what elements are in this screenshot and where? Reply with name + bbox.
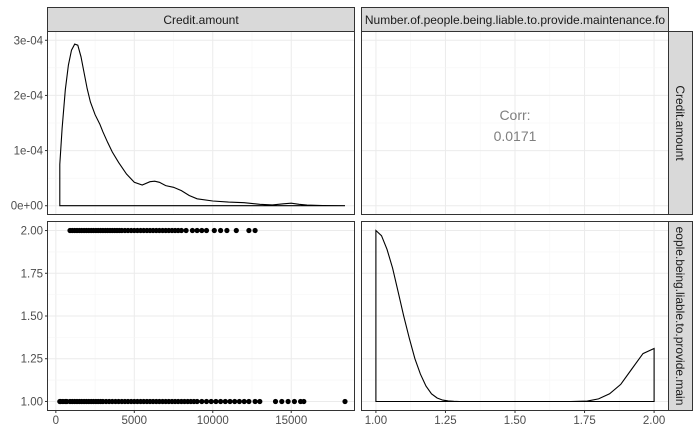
x-tick-label-col1: 15000 [275, 415, 307, 427]
x-tick-label-col2: 1.00 [365, 415, 387, 427]
y-tick-label-row2: 2.00 [21, 226, 43, 238]
scatter-point [257, 398, 263, 405]
scatter-point [236, 398, 242, 405]
corr-value: 0.0171 [494, 128, 537, 144]
scatter-point [241, 398, 247, 405]
corr-label: Corr: [499, 107, 530, 123]
scatter-point [224, 227, 230, 234]
scatter-point [189, 227, 195, 234]
scatter-point [199, 398, 205, 405]
scatter-point [285, 398, 291, 405]
x-tick-label-col1: 5000 [122, 415, 148, 427]
y-tick-label-row2: 1.00 [21, 396, 43, 408]
scatter-point [183, 227, 189, 234]
scatter-point [203, 398, 210, 405]
scatter-point [279, 398, 285, 405]
strip-right-row1: Credit.amount [668, 31, 693, 215]
scatter-point [199, 227, 205, 234]
y-tick-label-row1: 0e+00 [11, 201, 43, 213]
strip-label-top-col2: Number.of.people.being.liable.to.provide… [365, 13, 666, 27]
scatter-point [233, 227, 239, 234]
scatter-point [227, 398, 233, 405]
density-curve-people-liable [375, 229, 655, 403]
scatter-point [213, 398, 219, 405]
y-tick-label-row1: 1e-04 [14, 146, 44, 158]
x-tick-label-col2: 1.75 [573, 415, 595, 427]
scatter-point [246, 398, 252, 405]
scatter-point [301, 398, 307, 405]
scatter-point [272, 398, 279, 405]
y-tick-label-row1: 2e-04 [14, 90, 44, 102]
scatter-point [291, 398, 297, 405]
scatter-point [232, 398, 238, 405]
strip-label-top-col1: Credit.amount [163, 13, 239, 27]
strip-top-col2: Number.of.people.being.liable.to.provide… [361, 7, 669, 32]
scatter-point [194, 398, 200, 405]
density-curve-credit-amount [59, 43, 346, 207]
scatter-point [211, 227, 217, 234]
strip-right-row2: eople.being.liable.to.provide.main [668, 221, 693, 411]
strip-label-right-row2: eople.being.liable.to.provide.main [673, 227, 687, 406]
x-tick-label-col2: 1.50 [504, 415, 526, 427]
scatter-point [222, 398, 228, 405]
scatter-point [194, 227, 200, 234]
scatter-point [178, 227, 184, 234]
scatter-point [218, 227, 224, 234]
scatter-point [252, 227, 258, 234]
x-tick-label-col2: 2.00 [643, 415, 665, 427]
y-tick-label-row2: 1.75 [21, 268, 43, 280]
y-tick-label-row2: 1.50 [21, 311, 43, 323]
scatter-point [203, 227, 210, 234]
y-tick-label-row2: 1.25 [21, 354, 43, 366]
x-tick-label-col1: 10000 [197, 415, 229, 427]
strip-top-col1: Credit.amount [47, 7, 355, 32]
scatter-point [246, 227, 252, 234]
scatter-point [208, 398, 214, 405]
x-tick-label-col1: 0 [53, 415, 59, 427]
scatter-point [252, 398, 258, 405]
scatter-point [218, 398, 224, 405]
scatter-point [342, 398, 348, 405]
x-tick-label-col2: 1.25 [434, 415, 456, 427]
strip-label-right-row1: Credit.amount [673, 85, 687, 161]
y-tick-label-row1: 3e-04 [14, 35, 44, 47]
